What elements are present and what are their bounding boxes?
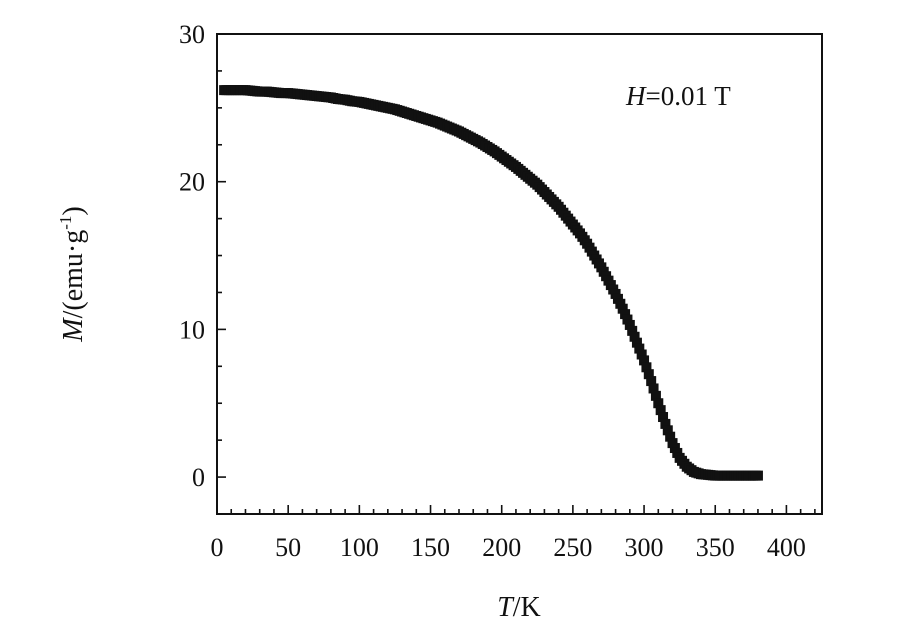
data-point — [653, 398, 664, 409]
data-point — [662, 425, 673, 436]
data-point — [646, 376, 657, 387]
x-tick-label: 200 — [482, 533, 521, 562]
data-point — [634, 343, 645, 354]
x-axis-title: T/K — [497, 592, 541, 623]
data-point — [658, 412, 669, 423]
x-tick-label: 50 — [275, 533, 301, 562]
x-tick-label: 100 — [340, 533, 379, 562]
data-point — [622, 314, 633, 325]
data-point — [636, 349, 647, 360]
y-tick-label: 10 — [179, 315, 205, 344]
annotation-field: H=0.01 T — [625, 81, 731, 111]
data-point — [650, 390, 661, 401]
data-point — [624, 319, 635, 330]
x-tick-label: 300 — [625, 533, 664, 562]
x-tick-label: 350 — [696, 533, 735, 562]
data-points — [219, 85, 763, 481]
data-point — [655, 405, 666, 416]
x-tick-label: 400 — [767, 533, 806, 562]
x-tick-label: 250 — [553, 533, 592, 562]
x-tick-label: 0 — [211, 533, 224, 562]
data-point — [660, 418, 671, 429]
data-point — [620, 309, 631, 320]
data-point — [665, 431, 676, 442]
data-point — [639, 355, 650, 366]
plot-frame — [216, 33, 823, 515]
y-tick-label: 0 — [192, 463, 205, 492]
data-point — [617, 303, 628, 314]
data-point — [629, 331, 640, 342]
x-tick-label: 150 — [411, 533, 450, 562]
y-tick-label: 30 — [179, 20, 205, 49]
data-point — [631, 337, 642, 348]
data-point — [627, 325, 638, 336]
y-tick-label: 20 — [179, 168, 205, 197]
tick-labels: 0 50 100 150 200 250 300 350 400 0 10 20 30 — [179, 20, 806, 562]
data-point — [643, 369, 654, 380]
data-point — [641, 362, 652, 373]
data-point — [648, 383, 659, 394]
axis-ticks — [216, 33, 816, 515]
y-axis-title: M/(emu·g-1) — [56, 206, 89, 342]
data-point — [752, 470, 763, 481]
